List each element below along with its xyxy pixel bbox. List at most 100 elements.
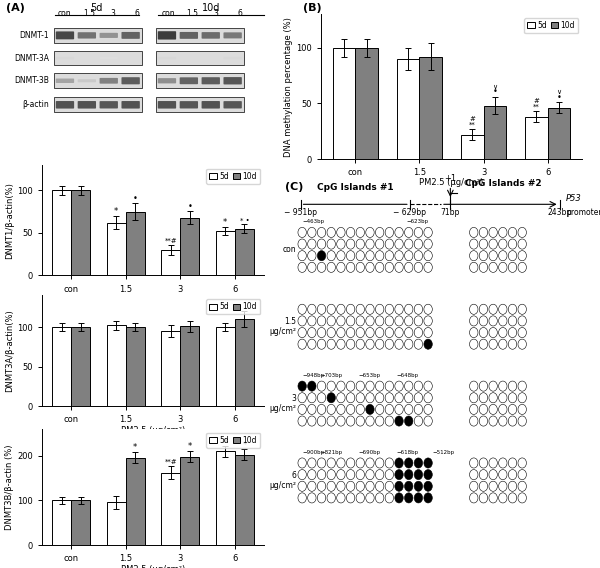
FancyBboxPatch shape xyxy=(121,101,140,108)
Text: P53: P53 xyxy=(566,194,581,203)
Circle shape xyxy=(499,328,507,337)
Circle shape xyxy=(385,458,394,468)
Circle shape xyxy=(337,304,345,314)
Circle shape xyxy=(518,493,526,503)
Circle shape xyxy=(308,262,316,273)
Bar xyxy=(54,98,142,112)
Circle shape xyxy=(489,458,497,468)
Circle shape xyxy=(499,250,507,261)
Bar xyxy=(216,451,235,545)
Circle shape xyxy=(395,392,403,403)
Circle shape xyxy=(470,392,478,403)
Circle shape xyxy=(508,227,517,237)
Circle shape xyxy=(424,316,433,326)
Text: −653bp: −653bp xyxy=(359,373,381,378)
Circle shape xyxy=(424,404,433,415)
Circle shape xyxy=(479,328,488,337)
Bar xyxy=(52,327,71,406)
Circle shape xyxy=(414,316,422,326)
Circle shape xyxy=(470,328,478,337)
Circle shape xyxy=(327,304,335,314)
Bar xyxy=(126,212,145,275)
Text: 71bp: 71bp xyxy=(440,208,460,217)
FancyBboxPatch shape xyxy=(179,57,198,59)
Text: •: • xyxy=(556,93,562,102)
FancyBboxPatch shape xyxy=(158,31,176,40)
Circle shape xyxy=(317,381,326,391)
Circle shape xyxy=(518,404,526,415)
Circle shape xyxy=(499,262,507,273)
Circle shape xyxy=(470,458,478,468)
Text: DNMT-3B: DNMT-3B xyxy=(14,76,49,85)
X-axis label: PM2.5 (μg/cm²): PM2.5 (μg/cm²) xyxy=(419,178,484,187)
Circle shape xyxy=(366,262,374,273)
FancyBboxPatch shape xyxy=(223,77,242,85)
Text: 6: 6 xyxy=(238,9,242,18)
Circle shape xyxy=(298,239,307,249)
Circle shape xyxy=(356,316,364,326)
Circle shape xyxy=(366,470,374,480)
Circle shape xyxy=(424,328,433,337)
Circle shape xyxy=(414,404,422,415)
Y-axis label: DNMT3B/β-actin (%): DNMT3B/β-actin (%) xyxy=(5,444,14,530)
Text: (B): (B) xyxy=(303,3,322,13)
Circle shape xyxy=(470,381,478,391)
Circle shape xyxy=(385,316,394,326)
Bar xyxy=(71,327,90,406)
Text: 1.5
μg/cm²: 1.5 μg/cm² xyxy=(269,317,296,336)
Circle shape xyxy=(308,470,316,480)
Circle shape xyxy=(404,416,413,426)
Circle shape xyxy=(308,404,316,415)
Circle shape xyxy=(346,262,355,273)
FancyBboxPatch shape xyxy=(56,101,74,108)
Circle shape xyxy=(346,470,355,480)
Circle shape xyxy=(470,262,478,273)
Text: −512bp: −512bp xyxy=(433,450,455,454)
Circle shape xyxy=(479,304,488,314)
Circle shape xyxy=(356,481,364,491)
Circle shape xyxy=(298,304,307,314)
Circle shape xyxy=(385,416,394,426)
Circle shape xyxy=(470,250,478,261)
FancyBboxPatch shape xyxy=(179,101,198,108)
Circle shape xyxy=(366,250,374,261)
Circle shape xyxy=(479,339,488,349)
FancyBboxPatch shape xyxy=(158,57,176,59)
Circle shape xyxy=(366,416,374,426)
Circle shape xyxy=(366,339,374,349)
Circle shape xyxy=(404,339,413,349)
Bar xyxy=(161,331,180,406)
Circle shape xyxy=(395,316,403,326)
Circle shape xyxy=(317,470,326,480)
Text: −821bp: −821bp xyxy=(320,450,342,454)
Circle shape xyxy=(327,250,335,261)
Text: +1: +1 xyxy=(444,174,457,183)
Text: **: ** xyxy=(469,122,476,128)
Bar xyxy=(235,319,254,406)
Text: 243bp: 243bp xyxy=(547,208,572,217)
Circle shape xyxy=(376,316,384,326)
Circle shape xyxy=(376,239,384,249)
Circle shape xyxy=(376,304,384,314)
Circle shape xyxy=(518,458,526,468)
Circle shape xyxy=(508,392,517,403)
FancyBboxPatch shape xyxy=(223,101,242,108)
Circle shape xyxy=(356,328,364,337)
Circle shape xyxy=(385,227,394,237)
Circle shape xyxy=(508,250,517,261)
Circle shape xyxy=(414,250,422,261)
Circle shape xyxy=(308,481,316,491)
FancyBboxPatch shape xyxy=(121,77,140,84)
Circle shape xyxy=(489,262,497,273)
Circle shape xyxy=(376,262,384,273)
Bar xyxy=(216,327,235,406)
Circle shape xyxy=(346,481,355,491)
Circle shape xyxy=(346,493,355,503)
Text: •: • xyxy=(133,194,138,203)
Circle shape xyxy=(356,239,364,249)
Circle shape xyxy=(424,262,433,273)
Circle shape xyxy=(337,392,345,403)
Circle shape xyxy=(308,416,316,426)
Circle shape xyxy=(518,339,526,349)
Circle shape xyxy=(508,481,517,491)
